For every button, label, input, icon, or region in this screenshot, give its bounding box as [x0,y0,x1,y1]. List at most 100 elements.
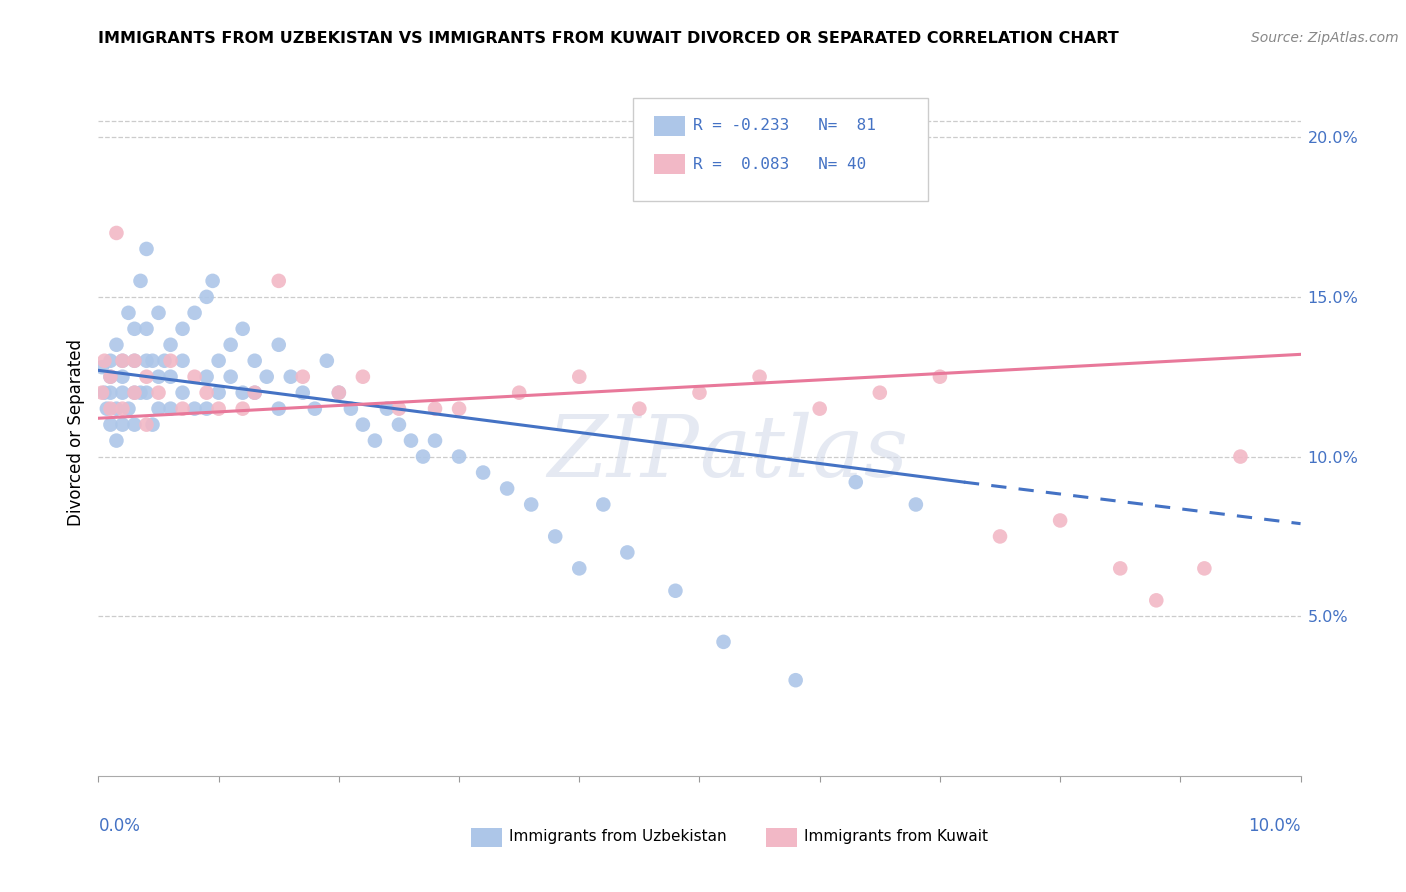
Point [100,369,122,384]
Point [375,401,398,416]
Point [124,385,146,400]
Point [1144,593,1167,607]
Point [195,385,218,400]
Point [159,369,181,384]
Point [172,401,194,416]
Point [91,385,114,400]
Point [713,635,735,649]
Point [159,338,181,352]
Point [141,353,163,368]
Point [496,482,519,496]
Point [124,385,146,400]
Point [1194,561,1216,575]
Point [105,226,128,240]
Point [568,369,591,384]
Point [243,353,266,368]
Point [472,466,495,480]
Point [219,338,242,352]
Point [267,338,290,352]
Text: R =  0.083   N= 40: R = 0.083 N= 40 [693,157,866,171]
Point [988,529,1011,543]
Point [100,385,122,400]
Point [808,401,831,416]
Point [256,369,278,384]
Point [183,369,205,384]
Point [291,385,314,400]
Point [124,353,146,368]
Text: atlas: atlas [700,412,908,494]
Point [232,385,254,400]
Point [183,401,205,416]
Point [1229,450,1251,464]
Point [845,475,868,490]
Point [219,369,242,384]
Point [447,450,470,464]
Point [111,353,134,368]
Point [785,673,807,688]
Point [304,401,326,416]
Point [111,353,134,368]
Point [544,529,567,543]
Point [748,369,770,384]
Text: Immigrants from Kuwait: Immigrants from Kuwait [804,830,988,844]
Text: 10.0%: 10.0% [1249,817,1301,835]
Text: R = -0.233   N=  81: R = -0.233 N= 81 [693,119,876,133]
Point [172,322,194,336]
Point [159,401,181,416]
Point [388,401,411,416]
Point [352,369,374,384]
Point [616,545,638,559]
Point [148,369,170,384]
Point [100,401,122,416]
Point [111,401,134,416]
Point [664,583,686,598]
Point [243,385,266,400]
Point [148,306,170,320]
Point [117,401,139,416]
Point [315,353,337,368]
Point [100,417,122,432]
Point [508,385,530,400]
Point [1109,561,1132,575]
Point [93,385,115,400]
Point [267,274,290,288]
Point [423,434,446,448]
Point [208,385,231,400]
Point [447,401,470,416]
Point [195,369,218,384]
Point [208,353,231,368]
Point [1049,513,1071,527]
Point [195,401,218,416]
Point [153,353,176,368]
Point [628,401,651,416]
Point [117,306,139,320]
Point [105,401,128,416]
Point [388,417,411,432]
Point [352,417,374,432]
Point [328,385,350,400]
Point [243,385,266,400]
Text: IMMIGRANTS FROM UZBEKISTAN VS IMMIGRANTS FROM KUWAIT DIVORCED OR SEPARATED CORRE: IMMIGRANTS FROM UZBEKISTAN VS IMMIGRANTS… [98,31,1119,46]
Point [91,360,114,375]
Point [135,242,157,256]
Point [159,353,181,368]
Point [100,369,122,384]
Text: Source: ZipAtlas.com: Source: ZipAtlas.com [1251,31,1399,45]
Point [135,369,157,384]
Point [328,385,350,400]
Point [111,417,134,432]
Point [135,417,157,432]
Point [172,385,194,400]
Point [208,401,231,416]
Point [183,306,205,320]
Point [141,417,163,432]
Point [135,322,157,336]
Point [100,353,122,368]
Point [172,353,194,368]
Point [869,385,891,400]
Point [399,434,422,448]
Point [129,274,152,288]
Point [105,338,128,352]
Point [135,385,157,400]
Point [520,498,543,512]
